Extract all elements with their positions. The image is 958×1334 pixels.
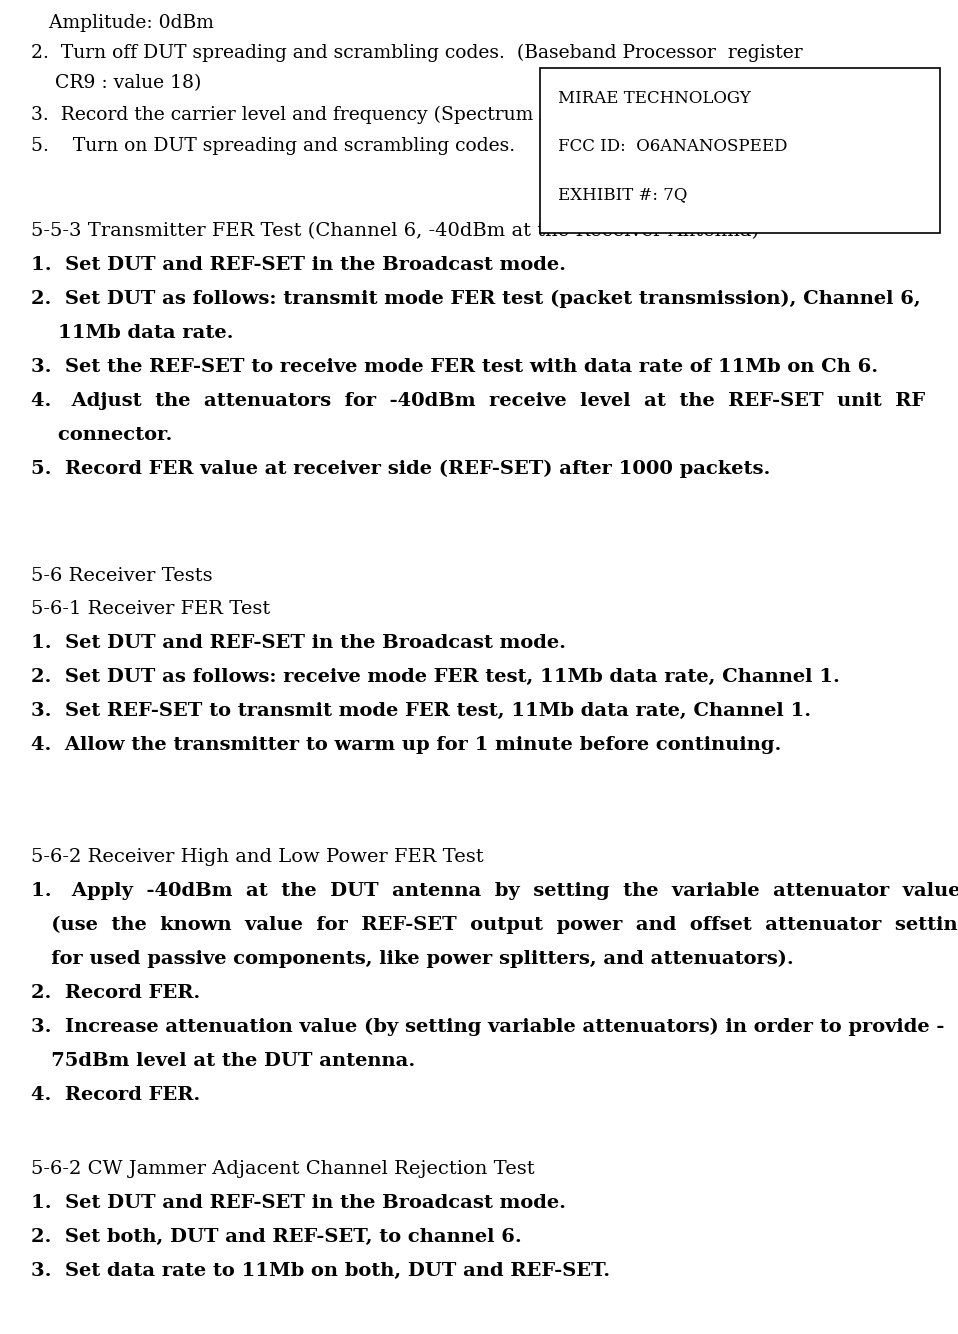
Text: 1.   Apply  -40dBm  at  the  DUT  antenna  by  setting  the  variable  attenuato: 1. Apply -40dBm at the DUT antenna by se… <box>31 882 958 900</box>
Text: FCC ID:  O6ANANOSPEED: FCC ID: O6ANANOSPEED <box>558 137 787 155</box>
Text: 5.    Turn on DUT spreading and scrambling codes.: 5. Turn on DUT spreading and scrambling … <box>31 137 514 155</box>
Text: (use  the  known  value  for  REF-SET  output  power  and  offset  attenuator  s: (use the known value for REF-SET output … <box>31 916 958 934</box>
Text: 1.  Set DUT and REF-SET in the Broadcast mode.: 1. Set DUT and REF-SET in the Broadcast … <box>31 634 565 652</box>
Text: 5-5-3 Transmitter FER Test (Channel 6, -40dBm at the Receiver Antenna): 5-5-3 Transmitter FER Test (Channel 6, -… <box>31 221 759 240</box>
Text: 3.  Increase attenuation value (by setting variable attenuators) in order to pro: 3. Increase attenuation value (by settin… <box>31 1018 944 1037</box>
Text: 2.  Set DUT as follows: transmit mode FER test (packet transmission), Channel 6,: 2. Set DUT as follows: transmit mode FER… <box>31 289 921 308</box>
Text: 4.   Adjust  the  attenuators  for  -40dBm  receive  level  at  the  REF-SET  un: 4. Adjust the attenuators for -40dBm rec… <box>31 392 924 410</box>
Text: MIRAE TECHNOLOGY: MIRAE TECHNOLOGY <box>558 89 751 107</box>
Text: 3.  Set REF-SET to transmit mode FER test, 11Mb data rate, Channel 1.: 3. Set REF-SET to transmit mode FER test… <box>31 702 810 720</box>
Text: 2.  Set both, DUT and REF-SET, to channel 6.: 2. Set both, DUT and REF-SET, to channel… <box>31 1229 521 1246</box>
Text: 1.  Set DUT and REF-SET in the Broadcast mode.: 1. Set DUT and REF-SET in the Broadcast … <box>31 1194 565 1213</box>
Text: for used passive components, like power splitters, and attenuators).: for used passive components, like power … <box>31 950 793 968</box>
Text: 4.  Record FER.: 4. Record FER. <box>31 1086 200 1105</box>
Text: 2.  Turn off DUT spreading and scrambling codes.  (Baseband Processor  register: 2. Turn off DUT spreading and scrambling… <box>31 44 802 63</box>
Text: 4.  Allow the transmitter to warm up for 1 minute before continuing.: 4. Allow the transmitter to warm up for … <box>31 736 781 754</box>
Text: 5.  Record FER value at receiver side (REF-SET) after 1000 packets.: 5. Record FER value at receiver side (RE… <box>31 460 770 479</box>
Text: 11Mb data rate.: 11Mb data rate. <box>31 324 233 342</box>
Text: 2.  Record FER.: 2. Record FER. <box>31 984 200 1002</box>
Text: 5-6-2 CW Jammer Adjacent Channel Rejection Test: 5-6-2 CW Jammer Adjacent Channel Rejecti… <box>31 1161 535 1178</box>
Text: 5-6 Receiver Tests: 5-6 Receiver Tests <box>31 567 213 586</box>
Text: 3.  Set data rate to 11Mb on both, DUT and REF-SET.: 3. Set data rate to 11Mb on both, DUT an… <box>31 1262 610 1281</box>
Text: 2.  Set DUT as follows: receive mode FER test, 11Mb data rate, Channel 1.: 2. Set DUT as follows: receive mode FER … <box>31 668 839 686</box>
Text: 3.  Set the REF-SET to receive mode FER test with data rate of 11Mb on Ch 6.: 3. Set the REF-SET to receive mode FER t… <box>31 358 878 376</box>
Text: 5-6-1 Receiver FER Test: 5-6-1 Receiver FER Test <box>31 600 270 618</box>
Text: Amplitude: 0dBm: Amplitude: 0dBm <box>31 13 214 32</box>
Text: connector.: connector. <box>31 426 172 444</box>
Bar <box>540 68 940 233</box>
Text: CR9 : value 18): CR9 : value 18) <box>31 73 201 92</box>
Text: 5-6-2 Receiver High and Low Power FER Test: 5-6-2 Receiver High and Low Power FER Te… <box>31 848 483 866</box>
Text: 3.  Record the carrier level and frequency (Spectrum Analyze: 3. Record the carrier level and frequenc… <box>31 105 613 124</box>
Text: 1.  Set DUT and REF-SET in the Broadcast mode.: 1. Set DUT and REF-SET in the Broadcast … <box>31 256 565 273</box>
Text: EXHIBIT #: 7Q: EXHIBIT #: 7Q <box>558 185 688 203</box>
Text: 75dBm level at the DUT antenna.: 75dBm level at the DUT antenna. <box>31 1053 415 1070</box>
